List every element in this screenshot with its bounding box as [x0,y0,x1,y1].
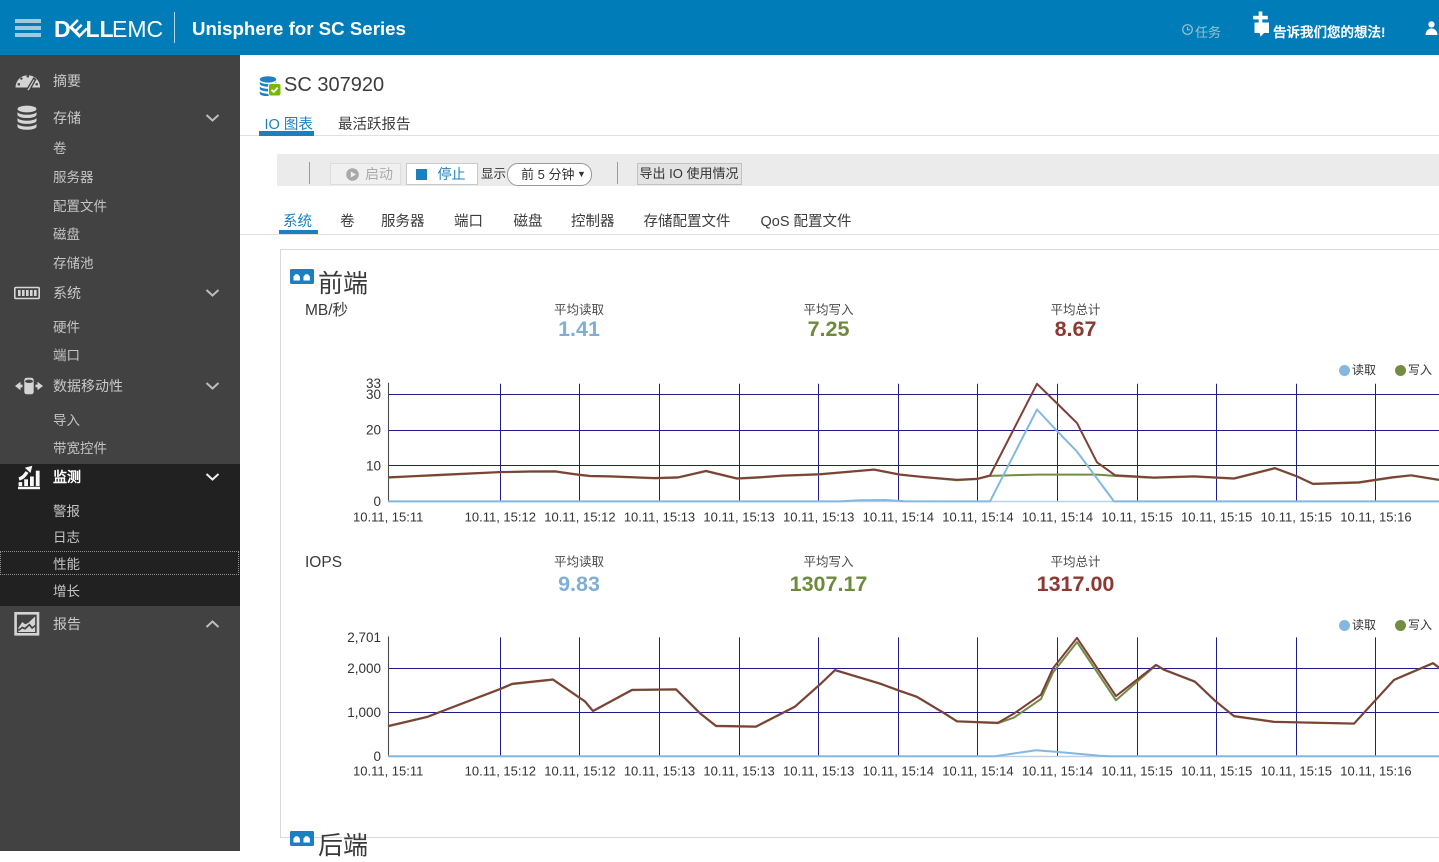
svg-text:10.11, 15:15: 10.11, 15:15 [1181,764,1252,779]
svg-text:10.11, 15:15: 10.11, 15:15 [1261,764,1332,779]
svg-text:0: 0 [373,749,381,764]
svg-text:10: 10 [366,458,381,473]
svg-text:33: 33 [366,376,381,391]
svg-text:10.11, 15:12: 10.11, 15:12 [465,764,536,779]
svg-text:10.11, 15:13: 10.11, 15:13 [624,764,695,779]
svg-text:10.11, 15:14: 10.11, 15:14 [1022,510,1093,525]
svg-text:10.11, 15:12: 10.11, 15:12 [544,764,615,779]
svg-text:10.11, 15:13: 10.11, 15:13 [783,510,854,525]
svg-text:0: 0 [373,494,381,509]
svg-text:10.11, 15:11: 10.11, 15:11 [353,510,423,525]
svg-text:10.11, 15:13: 10.11, 15:13 [703,510,774,525]
svg-text:10.11, 15:14: 10.11, 15:14 [942,510,1013,525]
svg-text:10.11, 15:12: 10.11, 15:12 [465,510,536,525]
svg-text:10.11, 15:14: 10.11, 15:14 [863,510,934,525]
svg-text:10.11, 15:15: 10.11, 15:15 [1101,764,1172,779]
svg-text:10.11, 15:14: 10.11, 15:14 [942,764,1013,779]
svg-text:10.11, 15:13: 10.11, 15:13 [624,510,695,525]
svg-text:10.11, 15:12: 10.11, 15:12 [544,510,615,525]
svg-text:10.11, 15:16: 10.11, 15:16 [1340,764,1411,779]
svg-text:10.11, 15:15: 10.11, 15:15 [1261,510,1332,525]
svg-text:10.11, 15:13: 10.11, 15:13 [703,764,774,779]
svg-text:D: D [54,16,71,42]
svg-text:10.11, 15:11: 10.11, 15:11 [353,764,423,779]
svg-text:10.11, 15:14: 10.11, 15:14 [863,764,934,779]
svg-text:EMC: EMC [112,16,163,42]
svg-text:2,701: 2,701 [347,630,381,645]
svg-text:30: 30 [366,387,381,402]
svg-text:10.11, 15:16: 10.11, 15:16 [1340,510,1411,525]
svg-text:LL: LL [86,16,114,42]
svg-text:10.11, 15:14: 10.11, 15:14 [1022,764,1093,779]
svg-text:10.11, 15:15: 10.11, 15:15 [1101,510,1172,525]
svg-text:2,000: 2,000 [347,661,381,676]
svg-text:1,000: 1,000 [347,705,381,720]
svg-text:10.11, 15:13: 10.11, 15:13 [783,764,854,779]
svg-text:20: 20 [366,423,381,438]
svg-text:10.11, 15:15: 10.11, 15:15 [1181,510,1252,525]
